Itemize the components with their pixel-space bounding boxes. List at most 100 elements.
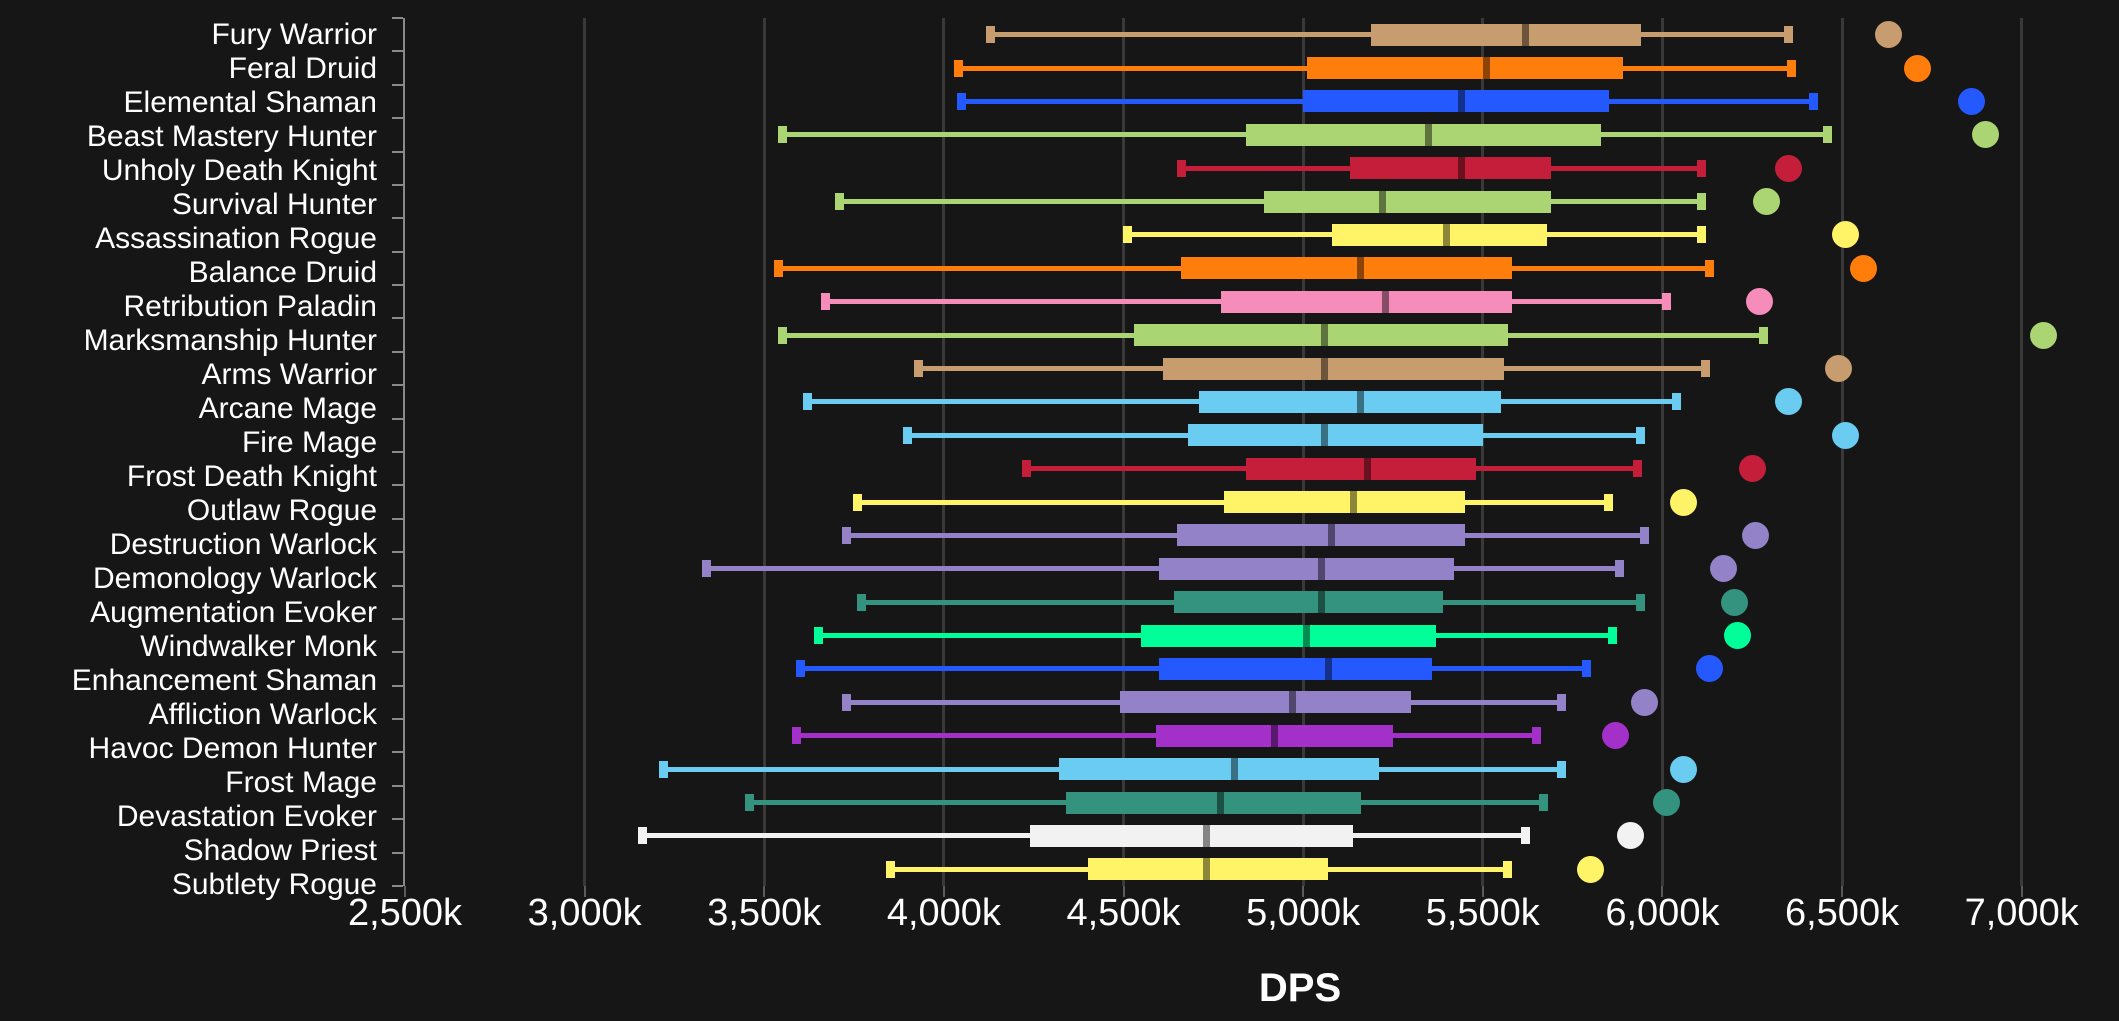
outlier-dot[interactable] [1724, 622, 1752, 650]
y-axis-tick [392, 384, 403, 387]
iqr-box[interactable] [1220, 290, 1512, 313]
outlier-dot[interactable] [1630, 688, 1658, 716]
iqr-box[interactable] [1245, 123, 1602, 146]
gridline [762, 18, 766, 886]
median-line [1357, 390, 1365, 413]
median-line [1443, 223, 1451, 246]
outlier-dot[interactable] [1832, 421, 1860, 449]
iqr-box[interactable] [1198, 390, 1501, 413]
outlier-dot[interactable] [1695, 655, 1723, 683]
whisker-cap [1697, 159, 1707, 177]
outlier-dot[interactable] [1720, 588, 1748, 616]
iqr-box[interactable] [1134, 324, 1508, 347]
whisker-cap [1521, 827, 1531, 845]
outlier-dot[interactable] [1832, 221, 1860, 249]
gridline [583, 18, 587, 886]
iqr-box[interactable] [1141, 624, 1437, 647]
outlier-dot[interactable] [1709, 555, 1737, 583]
y-axis-label: Enhancement Shaman [71, 664, 377, 697]
iqr-box[interactable] [1163, 357, 1505, 380]
outlier-dot[interactable] [1850, 254, 1878, 282]
whisker-cap [745, 794, 755, 812]
outlier-dot[interactable] [1577, 855, 1605, 883]
iqr-box[interactable] [1087, 858, 1329, 881]
y-axis-tick [392, 484, 403, 487]
x-axis-tick [1302, 886, 1305, 897]
y-axis-tick [392, 784, 403, 787]
iqr-box[interactable] [1177, 524, 1465, 547]
y-axis-label: Beast Mastery Hunter [86, 120, 377, 153]
boxplot-row [405, 853, 2119, 886]
whisker-cap [1532, 727, 1542, 745]
iqr-box[interactable] [1066, 791, 1361, 814]
iqr-box[interactable] [1159, 657, 1433, 680]
outlier-dot[interactable] [1774, 388, 1802, 416]
outlier-dot[interactable] [1824, 355, 1852, 383]
iqr-box[interactable] [1188, 424, 1483, 447]
y-axis-label-column: Fury Warrior Feral Druid Elemental Shaman B… [0, 18, 391, 901]
boxplot-row [405, 519, 2119, 552]
boxplot-row [405, 652, 2119, 685]
iqr-box[interactable] [1371, 23, 1641, 46]
whisker-cap [1661, 293, 1671, 311]
iqr-box[interactable] [1159, 557, 1455, 580]
median-line [1321, 424, 1329, 447]
iqr-box[interactable] [1245, 457, 1476, 480]
iqr-box[interactable] [1349, 157, 1552, 180]
outlier-dot[interactable] [1670, 488, 1698, 516]
outlier-dot[interactable] [1753, 188, 1781, 216]
boxplot-row [405, 786, 2119, 819]
outlier-dot[interactable] [1616, 822, 1644, 850]
median-line [1378, 190, 1386, 213]
whisker-cap [856, 593, 866, 611]
whisker-cap [1539, 794, 1549, 812]
whisker-cap [1823, 126, 1833, 144]
boxplot-row [405, 318, 2119, 351]
y-axis-label: Survival Hunter [171, 188, 377, 221]
median-line [1324, 657, 1332, 680]
y-axis-label: Devastation Evoker [116, 800, 377, 833]
boxplot-row [405, 51, 2119, 84]
outlier-dot[interactable] [1972, 121, 2000, 149]
iqr-box[interactable] [1224, 491, 1465, 514]
iqr-box[interactable] [1155, 724, 1393, 747]
outlier-dot[interactable] [1602, 722, 1630, 750]
whisker-cap [1604, 493, 1614, 511]
median-line [1270, 724, 1278, 747]
y-axis-label: Feral Druid [228, 52, 377, 85]
median-line [1321, 324, 1329, 347]
whisker-cap [802, 393, 812, 411]
outlier-dot[interactable] [1745, 288, 1773, 316]
iqr-box[interactable] [1030, 824, 1354, 847]
whisker-cap [1808, 92, 1818, 110]
boxplot-row [405, 218, 2119, 251]
outlier-dot[interactable] [1738, 455, 1766, 483]
iqr-box[interactable] [1303, 90, 1609, 113]
outlier-dot[interactable] [1652, 789, 1680, 817]
outlier-dot[interactable] [1742, 521, 1770, 549]
whisker-cap [774, 259, 784, 277]
whisker-cap [903, 426, 913, 444]
outlier-dot[interactable] [1903, 54, 1931, 82]
iqr-box[interactable] [1119, 691, 1411, 714]
iqr-box[interactable] [1173, 591, 1444, 614]
whisker-cap [914, 360, 924, 378]
iqr-box[interactable] [1331, 223, 1548, 246]
y-axis-tick [392, 150, 403, 153]
whisker-cap [820, 293, 830, 311]
outlier-dot[interactable] [1670, 755, 1698, 783]
iqr-box[interactable] [1181, 257, 1512, 280]
outlier-dot[interactable] [2029, 321, 2057, 349]
y-axis-label: Retribution Paladin [123, 290, 378, 323]
outlier-dot[interactable] [1875, 21, 1903, 49]
iqr-box[interactable] [1306, 57, 1623, 80]
iqr-box[interactable] [1263, 190, 1552, 213]
whisker-cap [637, 827, 647, 845]
iqr-box[interactable] [1058, 758, 1379, 781]
x-axis-tick-label: 4,000k [886, 892, 1001, 934]
boxplot-row [405, 752, 2119, 785]
outlier-dot[interactable] [1774, 154, 1802, 182]
x-axis-tick [1122, 886, 1125, 897]
outlier-dot[interactable] [1957, 87, 1985, 115]
